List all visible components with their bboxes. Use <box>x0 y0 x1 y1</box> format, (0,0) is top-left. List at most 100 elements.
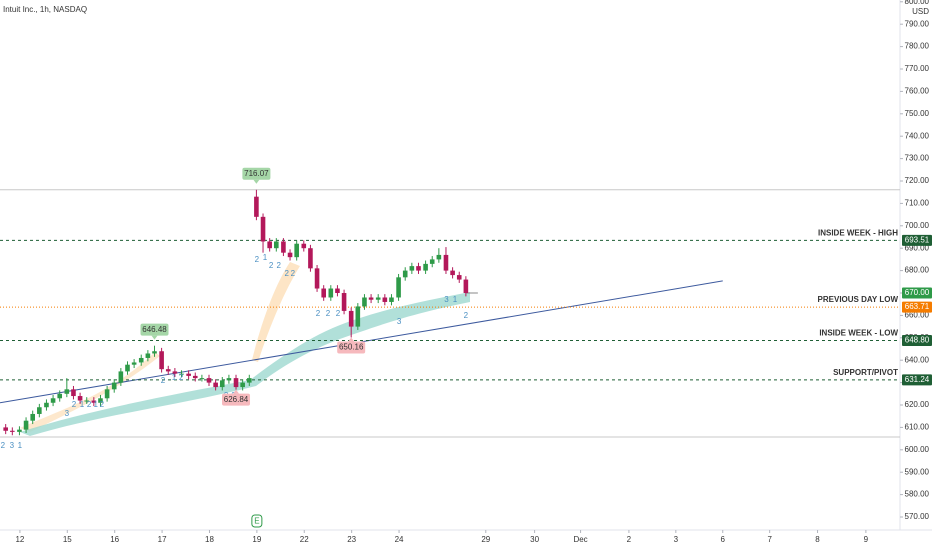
candle-body <box>254 196 259 217</box>
y-tick-label: 800.00 <box>905 0 930 6</box>
candle-body <box>335 288 340 294</box>
candle-body <box>152 351 157 354</box>
y-tick-label: 760.00 <box>905 87 930 96</box>
candle-body <box>423 263 428 271</box>
chart-title: Intuit Inc., 1h, NASDAQ <box>3 5 87 14</box>
count-label: 2 <box>316 309 321 318</box>
candle-body <box>301 243 307 249</box>
candle-body <box>450 270 455 276</box>
price-badge-label: 648.80 <box>905 336 930 345</box>
candle-body <box>98 398 103 403</box>
candle-body <box>57 393 63 399</box>
candle-body <box>77 396 83 401</box>
candle-body <box>463 279 469 294</box>
count-label: 2 <box>291 269 296 278</box>
count-label: 2 <box>285 269 290 278</box>
x-tick-label: 16 <box>110 535 119 544</box>
candle-body <box>287 252 293 258</box>
candle-body <box>402 270 408 278</box>
count-label: 2 <box>87 400 92 409</box>
price-badge-label: 693.51 <box>905 235 930 244</box>
x-tick-label: 30 <box>530 535 539 544</box>
count-label: 2 <box>269 261 274 270</box>
x-tick-label: 12 <box>15 535 24 544</box>
candle-body <box>159 351 164 370</box>
count-label: 3 <box>10 441 15 450</box>
candle-body <box>219 380 225 388</box>
y-tick-label: 710.00 <box>905 199 930 208</box>
price-badge <box>902 287 932 299</box>
candle-body <box>44 402 49 408</box>
candle-body <box>267 241 272 249</box>
price-badge <box>902 301 932 313</box>
candle-body <box>23 420 29 430</box>
level-label: SUPPORT/PIVOT <box>833 368 898 377</box>
candle-body <box>382 297 388 302</box>
y-tick-label: 570.00 <box>905 512 930 521</box>
y-tick-label: 610.00 <box>905 423 930 432</box>
y-tick-label: 770.00 <box>905 64 930 73</box>
count-label: 1 <box>172 373 177 382</box>
y-tick-label: 720.00 <box>905 176 930 185</box>
callout-label: 650.16 <box>339 343 364 352</box>
candle-body <box>37 407 42 414</box>
candle-body <box>199 378 205 380</box>
candle-body <box>341 293 347 311</box>
candle-body <box>50 398 56 403</box>
x-tick-label: 29 <box>481 535 490 544</box>
y-tick-label: 690.00 <box>905 243 930 252</box>
callout-pointer <box>253 179 260 184</box>
count-label: 2 <box>1 441 6 450</box>
candle-body <box>172 371 178 374</box>
count-label: 1 <box>263 253 268 262</box>
y-tick-label: 580.00 <box>905 490 930 499</box>
y-tick-label: 700.00 <box>905 221 930 230</box>
candle-body <box>226 378 232 381</box>
event-label: E <box>254 517 259 526</box>
price-badge-label: 631.24 <box>905 375 930 384</box>
count-label: 1 <box>94 400 99 409</box>
candle-body <box>362 297 367 307</box>
candle-body <box>321 288 326 298</box>
candle-body <box>138 357 144 363</box>
candle-body <box>84 400 90 402</box>
candle-body <box>443 254 449 271</box>
count-label: 2 <box>326 309 331 318</box>
x-tick-label: 17 <box>158 535 167 544</box>
callout-box <box>242 167 271 180</box>
candle-body <box>131 362 137 365</box>
candle-body <box>145 353 151 358</box>
y-tick-label: 740.00 <box>905 131 930 140</box>
candle-body <box>71 389 76 397</box>
price-badge-label: 670.00 <box>905 288 930 297</box>
x-tick-label: 19 <box>252 535 261 544</box>
candle-body <box>10 430 15 432</box>
x-tick-label: 6 <box>721 535 726 544</box>
callout-box <box>140 323 169 336</box>
price-badge <box>902 374 932 386</box>
candle-body <box>456 275 462 280</box>
x-tick-label: 2 <box>627 535 632 544</box>
y-unit: USD <box>912 7 929 16</box>
callout-box <box>222 393 251 406</box>
x-tick-label: Dec <box>573 535 587 544</box>
price-badge <box>902 234 932 246</box>
candle-body <box>308 248 313 269</box>
candle-body <box>328 288 334 298</box>
level-label: INSIDE WEEK - HIGH <box>818 228 898 237</box>
x-tick-label: 7 <box>767 535 772 544</box>
candle-body <box>186 373 191 376</box>
candle-body <box>179 373 184 375</box>
count-label: 2 <box>72 400 77 409</box>
x-tick-label: 23 <box>347 535 356 544</box>
count-label: 2 <box>100 400 105 409</box>
count-label: 2 <box>336 309 341 318</box>
callout-label: 646.48 <box>142 325 167 334</box>
candle-body <box>246 378 252 383</box>
candle-body <box>368 297 374 300</box>
candle-body <box>125 364 130 372</box>
count-label: 3 <box>65 409 70 418</box>
y-tick-label: 750.00 <box>905 109 930 118</box>
